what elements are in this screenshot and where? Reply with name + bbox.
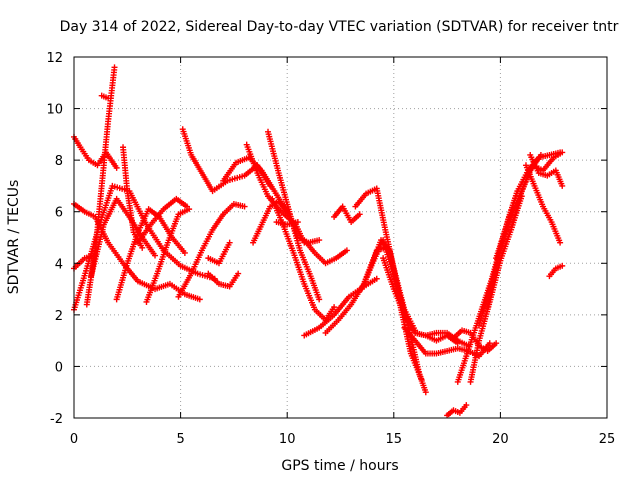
y-tick-label: 4 — [55, 257, 63, 272]
point-marker — [241, 203, 248, 210]
y-tick-label: 12 — [46, 51, 63, 66]
point-marker — [105, 95, 112, 102]
series-arc-aq — [546, 262, 566, 280]
point-marker — [331, 304, 338, 311]
y-tick-label: 8 — [55, 154, 63, 169]
y-tick-label: 10 — [46, 103, 63, 118]
point-marker — [316, 237, 323, 244]
point-marker — [111, 64, 118, 71]
series-arc-z — [331, 203, 363, 226]
point-marker — [183, 203, 190, 210]
x-tick-label: 5 — [176, 432, 184, 447]
series-arc-an — [508, 149, 566, 233]
y-tick-label: 6 — [55, 206, 63, 221]
axis-ticks: 0 5 10 15 20 25 -2 0 2 4 6 8 10 12 — [46, 51, 615, 447]
point-marker — [294, 219, 301, 226]
x-tick-label: 0 — [70, 432, 78, 447]
series-arc-k — [134, 195, 190, 246]
x-axis-label: GPS time / hours — [281, 458, 398, 474]
point-marker — [356, 211, 363, 218]
series-arc-am — [493, 149, 564, 262]
series-arc-s — [265, 128, 323, 303]
series-arc-ag — [444, 402, 470, 419]
data-series — [71, 64, 566, 419]
series-arc-j — [143, 206, 193, 305]
series-arc-aa — [352, 185, 419, 334]
point-marker — [235, 270, 242, 277]
point-marker — [557, 239, 564, 246]
point-marker — [418, 376, 425, 383]
series-arc-ap — [527, 151, 566, 189]
x-tick-label: 10 — [279, 432, 296, 447]
series-arc-t — [269, 195, 338, 324]
plot-frame — [73, 56, 608, 419]
point-marker — [422, 389, 429, 396]
point-marker — [226, 239, 233, 246]
series-arc-w — [301, 237, 350, 267]
x-tick-label: 15 — [386, 432, 403, 447]
series-arc-o — [205, 239, 233, 267]
y-axis-label: SDTVAR / TECUs — [6, 180, 22, 295]
y-tick-label: -2 — [50, 412, 63, 427]
series-arc-a — [71, 133, 120, 171]
point-marker — [559, 149, 566, 156]
point-marker — [373, 275, 380, 282]
point-marker — [152, 252, 159, 259]
y-tick-label: 2 — [55, 309, 63, 324]
point-marker — [316, 296, 323, 303]
point-marker — [486, 340, 493, 347]
point-marker — [196, 296, 203, 303]
series-arc-l — [175, 200, 248, 300]
point-marker — [559, 262, 566, 269]
series-arc-af — [412, 329, 472, 349]
y-tick-label: 0 — [55, 360, 63, 375]
x-tick-label: 25 — [599, 432, 616, 447]
point-marker — [113, 164, 120, 171]
point-marker — [493, 340, 500, 347]
point-marker — [343, 247, 350, 254]
series-arc-g — [98, 92, 112, 102]
series-arc-aj — [467, 193, 525, 385]
point-marker — [181, 249, 188, 256]
point-marker — [559, 182, 566, 189]
chart-title: Day 314 of 2022, Sidereal Day-to-day VTE… — [60, 19, 619, 35]
point-marker — [139, 244, 146, 251]
point-marker — [463, 402, 470, 409]
series-arc-ao — [522, 162, 564, 246]
series-arc-n — [205, 270, 242, 290]
series-arc-ac — [369, 237, 425, 383]
x-tick-label: 20 — [492, 432, 509, 447]
